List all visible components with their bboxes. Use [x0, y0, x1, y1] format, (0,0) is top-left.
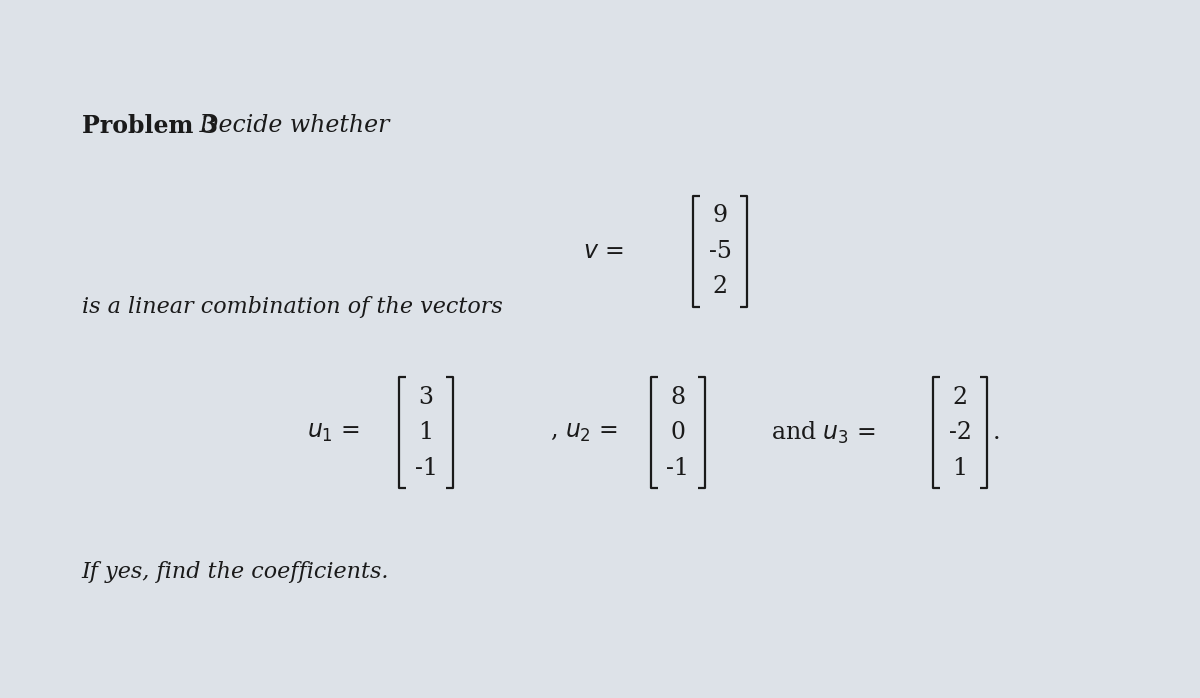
Text: -2: -2	[948, 422, 972, 444]
Text: If yes, find the coefficients.: If yes, find the coefficients.	[82, 561, 389, 584]
Text: -5: -5	[708, 240, 732, 262]
Text: -1: -1	[666, 457, 690, 480]
Polygon shape	[0, 0, 132, 91]
Text: Decide whether: Decide whether	[192, 114, 389, 137]
Text: $v$ =: $v$ =	[583, 240, 624, 262]
Text: , $u_2$ =: , $u_2$ =	[550, 422, 618, 444]
Text: 1: 1	[953, 457, 967, 480]
Text: .: .	[994, 422, 1001, 444]
Text: 9: 9	[713, 204, 727, 227]
Text: is a linear combination of the vectors: is a linear combination of the vectors	[82, 296, 503, 318]
Text: and $u_3$ =: and $u_3$ =	[772, 419, 876, 446]
Text: 8: 8	[671, 385, 685, 408]
Text: $u_1$ =: $u_1$ =	[307, 422, 360, 444]
Text: 2: 2	[713, 276, 727, 299]
Text: Problem 3: Problem 3	[82, 114, 217, 138]
Text: -1: -1	[414, 457, 438, 480]
Text: 1: 1	[419, 422, 433, 444]
Text: 3: 3	[419, 385, 433, 408]
Text: 0: 0	[671, 422, 685, 444]
Text: 2: 2	[953, 385, 967, 408]
